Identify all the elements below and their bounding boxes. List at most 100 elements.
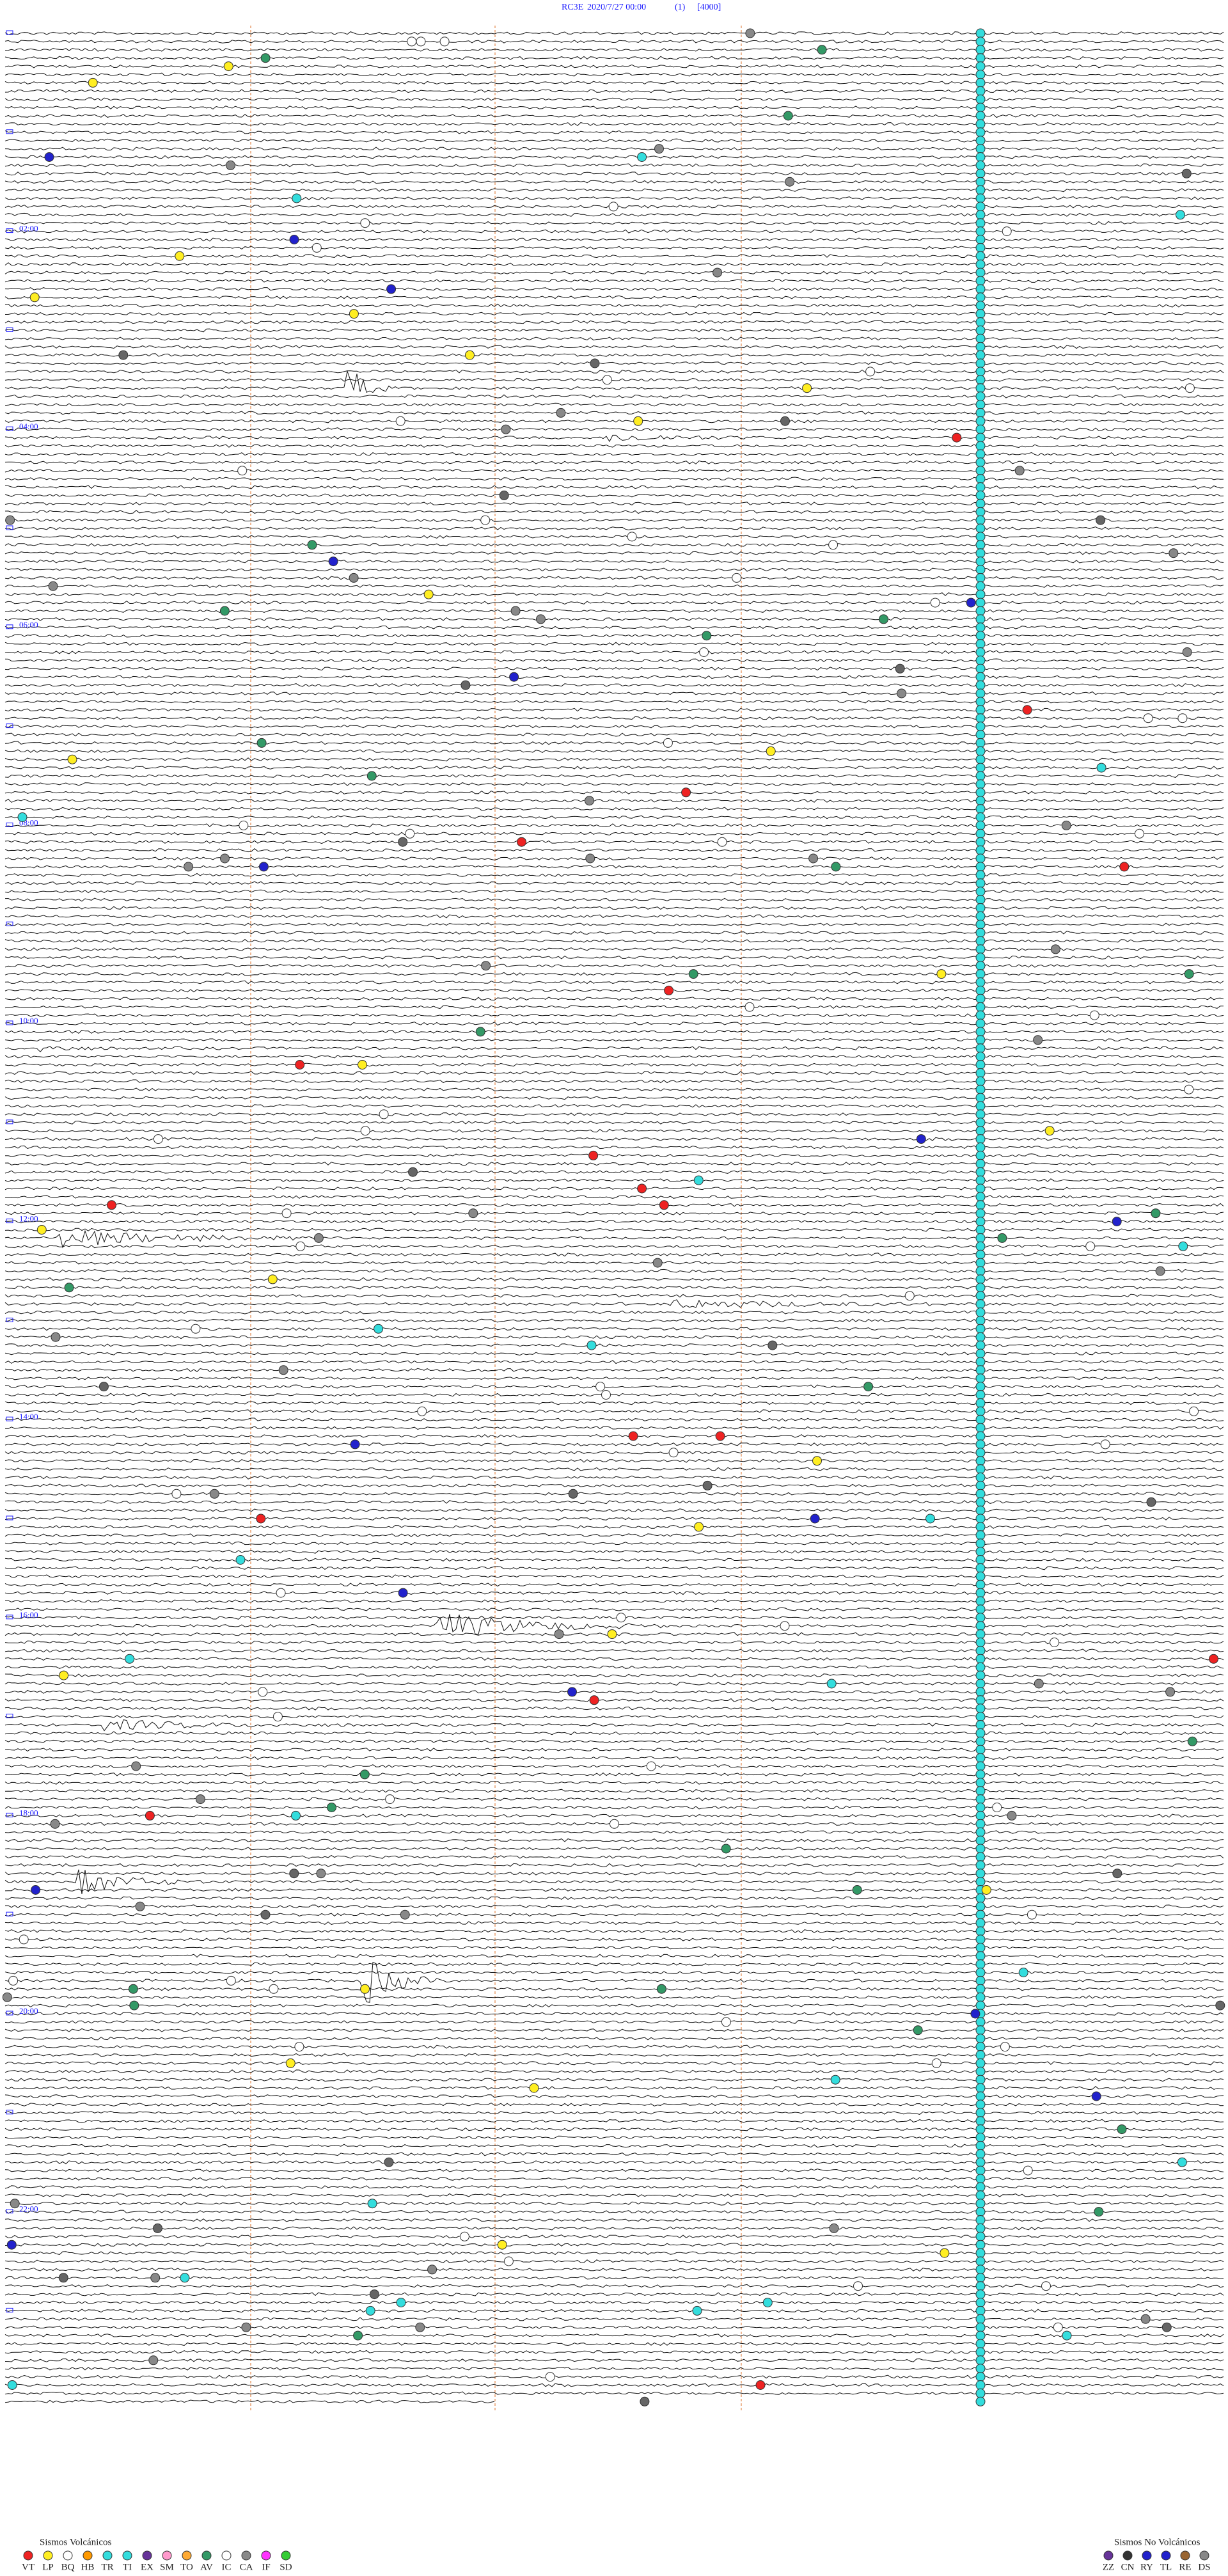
legend-label: CN [1121, 2562, 1135, 2572]
trace [4, 807, 1224, 811]
marker [975, 1505, 986, 1515]
marker [930, 597, 940, 608]
marker [975, 226, 986, 237]
marker [975, 2388, 986, 2398]
marker [975, 1877, 986, 1887]
marker [608, 201, 618, 212]
trace [4, 1888, 1224, 1892]
marker [975, 754, 986, 764]
marker [997, 1233, 1007, 1243]
marker [556, 407, 566, 418]
marker [975, 2330, 986, 2341]
trace [4, 897, 1224, 902]
marker [1062, 2330, 1072, 2341]
trace [4, 493, 1224, 498]
trace [4, 444, 1224, 448]
marker [975, 1373, 986, 1384]
marker [975, 1283, 986, 1293]
trace [4, 64, 1224, 68]
trace [4, 130, 1224, 134]
marker [1165, 1687, 1176, 1697]
marker [260, 1909, 271, 1920]
marker [1181, 168, 1192, 178]
trace [4, 1517, 1224, 1521]
marker [879, 614, 888, 624]
marker [975, 1654, 986, 1664]
marker [975, 606, 986, 616]
trace [4, 1087, 1224, 1092]
marker [427, 2264, 437, 2275]
marker [975, 53, 986, 63]
marker [975, 2199, 986, 2209]
marker [975, 1613, 986, 1623]
trace [4, 1847, 1224, 1851]
trace [4, 1186, 1224, 1191]
marker [359, 1769, 370, 1780]
marker [975, 1489, 986, 1499]
marker [975, 201, 986, 212]
marker [721, 2017, 731, 2027]
marker [1155, 1266, 1165, 1276]
marker [975, 2058, 986, 2068]
trace [4, 477, 1224, 481]
marker [975, 168, 986, 178]
trace [4, 724, 1224, 729]
marker [536, 614, 546, 624]
marker [975, 1497, 986, 1507]
marker [285, 2058, 295, 2068]
marker [975, 474, 986, 484]
trace [4, 1483, 1224, 1488]
marker [307, 540, 317, 550]
hour-tick [6, 1515, 13, 1521]
marker [975, 498, 986, 509]
hour-tick [6, 1219, 13, 1224]
trace [4, 1533, 1224, 1537]
marker [975, 828, 986, 839]
marker [415, 2322, 425, 2332]
trace [4, 246, 1224, 250]
marker [595, 1382, 606, 1392]
trace [4, 1335, 1224, 1339]
trace [4, 212, 1224, 217]
legend-marker [1103, 2550, 1114, 2561]
marker [975, 424, 986, 434]
legend-marker [281, 2550, 291, 2561]
trace [4, 138, 1224, 143]
marker [975, 581, 986, 591]
marker [975, 449, 986, 459]
marker [975, 242, 986, 253]
marker [925, 1513, 935, 1524]
marker [975, 1522, 986, 1532]
trace [4, 1508, 1224, 1513]
legend-marker [221, 2550, 232, 2561]
trace [4, 1228, 1224, 1232]
marker [175, 251, 185, 261]
trace [4, 221, 1224, 225]
trace [4, 576, 1224, 580]
marker [975, 1538, 986, 1549]
marker [975, 1266, 986, 1276]
trace [4, 864, 1224, 869]
trace [4, 1838, 1224, 1843]
trace [4, 2053, 1224, 2057]
trace [4, 1153, 1224, 1158]
trace [4, 2185, 1224, 2189]
trace [4, 237, 1224, 242]
trace [4, 1789, 1224, 1793]
marker [153, 1134, 163, 1144]
trace [4, 2259, 1224, 2264]
marker [975, 358, 986, 368]
marker [416, 36, 426, 47]
legend-marker [1180, 2550, 1190, 2561]
marker [468, 1208, 478, 1219]
trace [4, 2127, 1224, 2131]
trace [4, 278, 1224, 283]
trace [4, 1063, 1224, 1067]
marker [281, 1208, 292, 1219]
trace [4, 1005, 1224, 1009]
marker [699, 647, 709, 657]
trace [4, 1962, 1224, 1966]
channel: (1) [675, 3, 686, 12]
trace [4, 2094, 1224, 2098]
trace [4, 2169, 1224, 2172]
